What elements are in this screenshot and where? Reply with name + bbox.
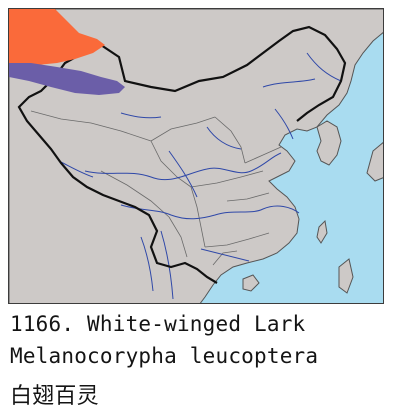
province-borders <box>30 110 282 266</box>
range-map <box>8 8 384 304</box>
rivers <box>58 52 342 300</box>
hainan <box>242 274 260 292</box>
luzon <box>338 258 354 294</box>
korea <box>316 120 342 166</box>
scientific-name: Melanocorypha leucoptera <box>10 344 319 368</box>
chinese-name: 白翅百灵 <box>10 384 99 409</box>
taiwan <box>316 219 328 244</box>
japan <box>366 142 383 182</box>
breeding-range <box>9 9 105 65</box>
wintering-range <box>9 63 125 95</box>
national-border <box>17 25 347 284</box>
range-map-svg <box>9 9 383 303</box>
species-number-and-english-name: 1166. White-winged Lark <box>10 312 306 336</box>
